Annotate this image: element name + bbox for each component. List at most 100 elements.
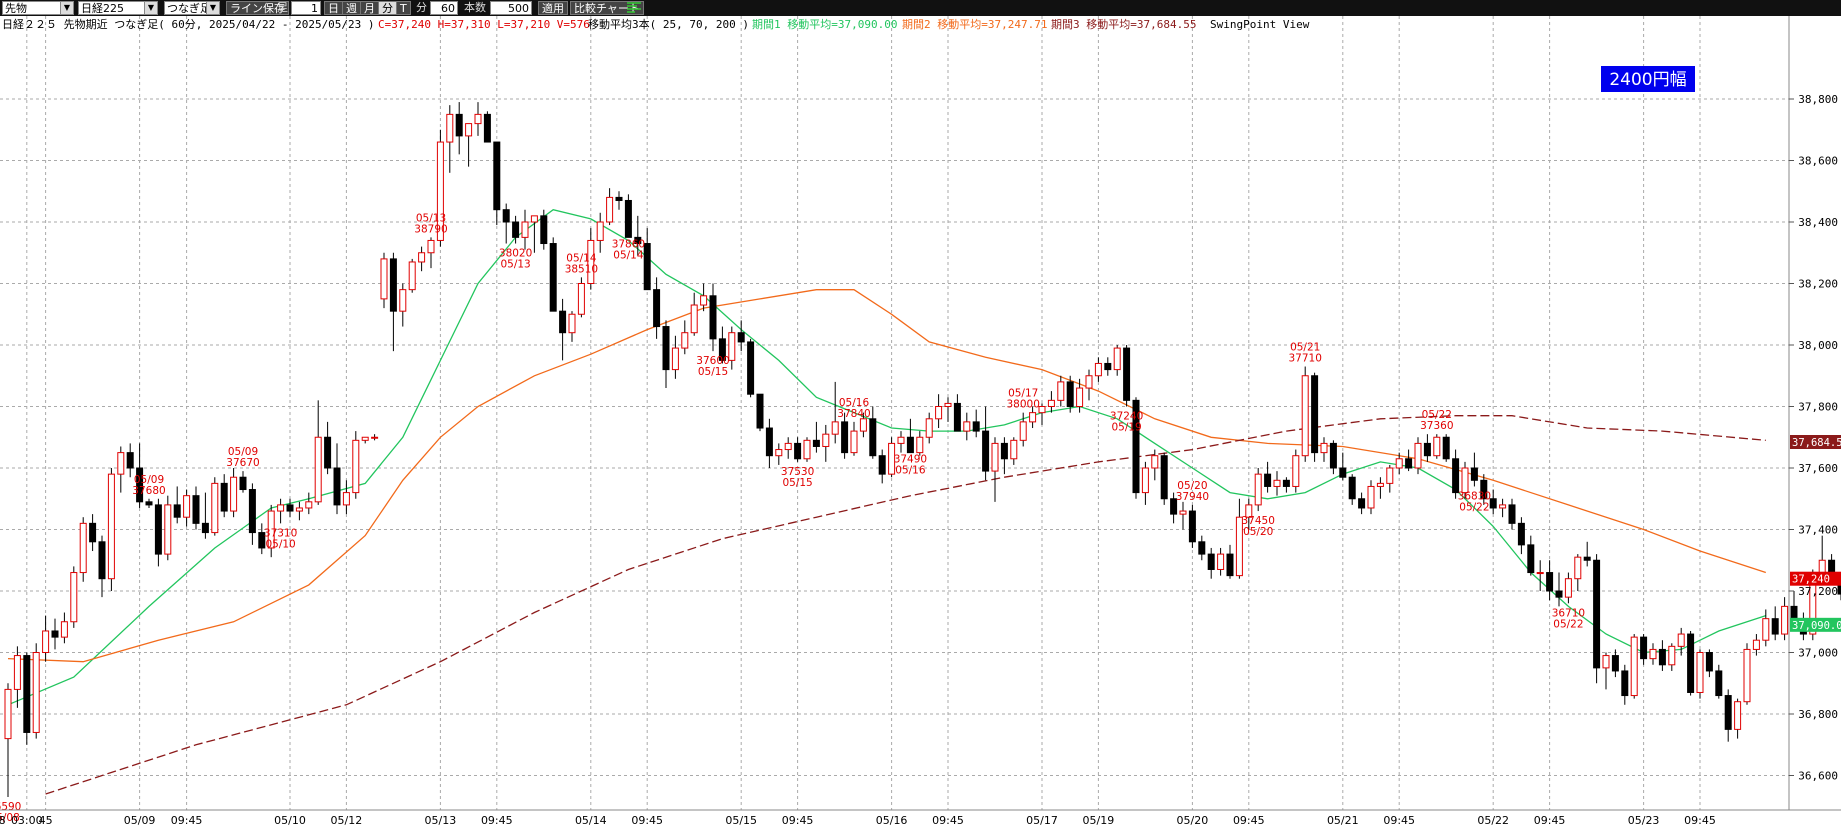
- candle: [1433, 434, 1441, 459]
- candle-body-up: [371, 436, 379, 439]
- candle: [446, 105, 454, 173]
- price-chart[interactable]: 65905/0805/093768005/09376703731005/1005…: [0, 16, 1841, 826]
- candle-body-down: [1687, 633, 1695, 693]
- candle: [1057, 375, 1065, 407]
- x-tick-label: 05/15: [725, 814, 757, 826]
- index-select[interactable]: 日経225 ▼: [78, 1, 158, 15]
- candle: [982, 406, 990, 481]
- candle: [953, 394, 961, 432]
- swing-label-line2: 05/15: [698, 366, 728, 378]
- candle-body-up: [305, 501, 313, 509]
- candle-body-up: [164, 504, 172, 555]
- candle: [201, 492, 209, 539]
- candle: [812, 421, 820, 453]
- candle: [916, 431, 924, 456]
- candle: [1461, 461, 1469, 499]
- candle-body-up: [784, 442, 792, 451]
- candle: [1630, 634, 1638, 699]
- tick-button[interactable]: T: [396, 1, 411, 15]
- swing-label-line1: 37240: [1110, 411, 1143, 423]
- candle: [671, 335, 679, 379]
- candle-body-down: [1207, 553, 1215, 570]
- candle: [1499, 498, 1507, 518]
- month-button[interactable]: 月: [360, 1, 379, 15]
- compare-chart-button[interactable]: 比較チャート: [570, 1, 644, 15]
- minute-input[interactable]: 60: [430, 1, 458, 15]
- candle: [1217, 547, 1225, 576]
- candle: [690, 292, 698, 336]
- candle-body-up: [1461, 467, 1469, 494]
- candle-body-down: [220, 482, 228, 512]
- candle-body-down: [1724, 695, 1732, 730]
- count-input[interactable]: 500: [490, 1, 532, 15]
- candle: [295, 501, 303, 521]
- market-select[interactable]: 先物 ▼: [2, 1, 74, 15]
- foot-input[interactable]: 1: [291, 1, 321, 15]
- candle: [709, 283, 717, 352]
- candle-body-up: [230, 476, 238, 512]
- candle-body-down: [1423, 442, 1431, 457]
- candle: [1151, 449, 1159, 481]
- candle-body-down: [1452, 458, 1460, 494]
- candle-body-down: [333, 467, 341, 506]
- candle-body-up: [577, 283, 585, 315]
- candle-body-up: [352, 439, 360, 494]
- candle-body-up: [117, 452, 125, 475]
- candle-body-down: [136, 467, 144, 503]
- candle: [1188, 504, 1196, 548]
- candle: [1583, 541, 1591, 567]
- type-select[interactable]: つなぎ足 ▼: [164, 1, 220, 15]
- candle: [1104, 357, 1112, 376]
- candle: [859, 412, 867, 438]
- candle-body-down: [483, 113, 491, 143]
- swing-label-line2: 37710: [1288, 353, 1321, 365]
- candle: [258, 523, 266, 555]
- candle-body-down: [1621, 670, 1629, 697]
- candle-body-down: [756, 393, 764, 429]
- y-tick-label: 38,000: [1798, 339, 1838, 352]
- candle-body-up: [963, 421, 971, 432]
- candle-body-up: [1292, 455, 1300, 487]
- day-button[interactable]: 日: [324, 1, 343, 15]
- candle-body-down: [1442, 436, 1450, 460]
- candle: [1311, 372, 1319, 462]
- candle-body-up: [596, 221, 604, 241]
- apply-button[interactable]: 適用: [538, 1, 568, 15]
- candle-body-down: [747, 341, 755, 395]
- candle: [1414, 437, 1422, 475]
- candle: [1113, 345, 1121, 376]
- candle-body-down: [192, 495, 200, 524]
- candle-body-down: [1593, 559, 1601, 669]
- candle: [878, 449, 886, 484]
- candle-body-up: [925, 418, 933, 438]
- candle: [972, 409, 980, 438]
- candle: [1470, 452, 1478, 487]
- chevron-down-icon: ▼: [60, 2, 73, 14]
- candle: [1226, 544, 1234, 579]
- candle-body-down: [512, 221, 520, 238]
- minute-button[interactable]: 分: [378, 1, 397, 15]
- candle: [1442, 434, 1450, 462]
- candle-body-down: [145, 501, 153, 506]
- swing-label-line1: 05/14: [566, 252, 597, 264]
- candle-body-down: [1640, 636, 1648, 660]
- candle-body-up: [681, 332, 689, 349]
- candle-body-up: [1630, 636, 1638, 697]
- candle-body-up: [465, 123, 473, 137]
- candle-body-down: [1705, 652, 1713, 672]
- x-tick-label: 05/19: [1083, 814, 1115, 826]
- candle: [634, 215, 642, 256]
- save-line-button[interactable]: ライン保存: [226, 1, 289, 15]
- candle: [1611, 649, 1619, 678]
- menu-lines-icon[interactable]: [626, 1, 642, 15]
- candle: [342, 480, 350, 515]
- chart-title: 日経２２５ 先物期近 つなぎ足( 60分, 2025/04/22 - 2025/…: [2, 17, 375, 31]
- week-button[interactable]: 週: [342, 1, 361, 15]
- swing-label-line1: 37600: [696, 355, 729, 367]
- candle: [371, 434, 379, 441]
